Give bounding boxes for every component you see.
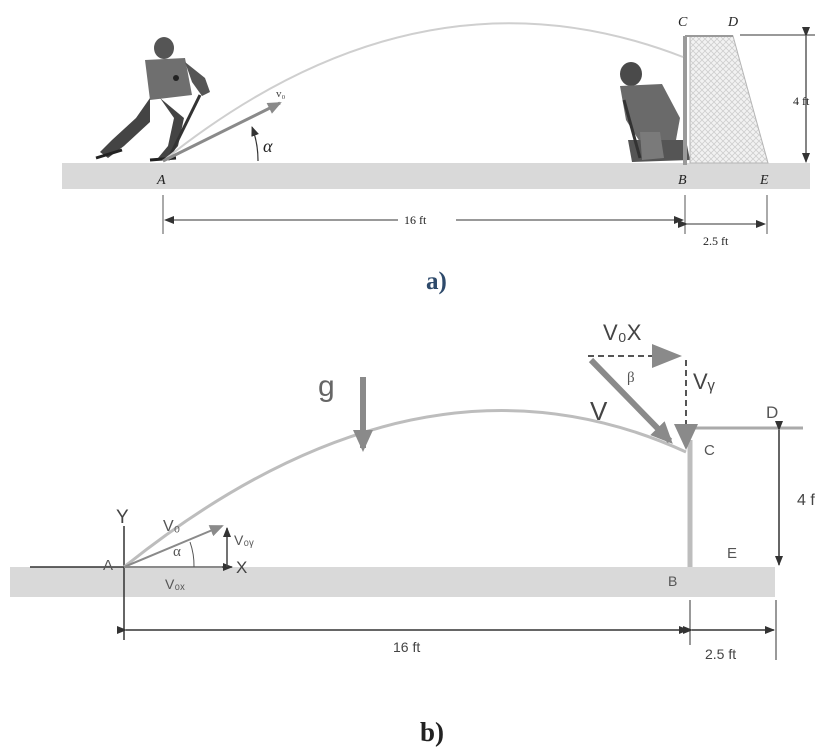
alpha-arc-b: [189, 541, 195, 568]
point-d-label-a: D: [727, 15, 738, 30]
v-label-b: V: [590, 396, 608, 426]
v0-vector-a: [162, 101, 282, 163]
goal-net: [683, 35, 769, 165]
dist-25-label-a: 2.5 ft: [703, 234, 729, 248]
v0y-label-b: V₀ᵧ: [234, 532, 254, 548]
dist-16-label-a: 16 ft: [404, 213, 427, 227]
figure-b: Y X V₀ α V₀ᵧ V₀ₓ g V₀X Vᵧ V β A B C D: [10, 320, 815, 747]
point-b-label-b: B: [668, 573, 677, 589]
goalie-figure: [620, 62, 690, 162]
y-axis-label-b: Y: [116, 507, 129, 528]
g-label-b: g: [318, 370, 335, 403]
v0-vector-b: [123, 525, 224, 568]
figure-a: v₀ α A B C D E 4 ft 16 ft 2.5 ft a): [62, 15, 815, 295]
point-a-label-b: A: [103, 557, 113, 574]
dist-16-label-b: 16 ft: [393, 639, 420, 655]
ground-a: [62, 163, 810, 189]
v0x-label-b: V₀ₓ: [165, 576, 185, 592]
alpha-arc-a: [251, 126, 259, 162]
height-label-a: 4 ft: [793, 94, 810, 108]
vy-dashed-arrowhead-b: [674, 424, 698, 450]
trajectory-b: [123, 409, 687, 569]
caption-b: b): [420, 717, 444, 747]
x-axis-label-b: X: [236, 558, 247, 577]
point-e-label-a: E: [759, 173, 769, 188]
point-c-label-a: C: [678, 15, 688, 30]
v-top-label-b: V₀X: [603, 320, 642, 345]
v-vector-b: [588, 357, 673, 444]
point-a-label-a: A: [156, 173, 166, 188]
beta-label-b: β: [627, 370, 635, 386]
v0-label-b: V₀: [163, 518, 180, 535]
vy-label-b: Vᵧ: [693, 369, 716, 394]
v0x-dashed-arrowhead-b: [652, 344, 682, 368]
point-c-label-b: C: [704, 442, 715, 459]
trajectory-a: [162, 22, 684, 162]
caption-a: a): [426, 268, 447, 295]
point-d-label-b: D: [766, 403, 778, 422]
dist-25-label-b: 2.5 ft: [705, 646, 736, 662]
hockey-player-figure: [95, 37, 210, 162]
point-b-label-a: B: [678, 173, 687, 188]
point-e-label-b: E: [727, 545, 737, 562]
v0-label-a: v₀: [276, 88, 286, 100]
alpha-label-b: α: [173, 544, 181, 560]
height-label-b: 4 f: [797, 492, 815, 509]
ground-b: [10, 567, 775, 597]
alpha-label-a: α: [263, 136, 273, 156]
